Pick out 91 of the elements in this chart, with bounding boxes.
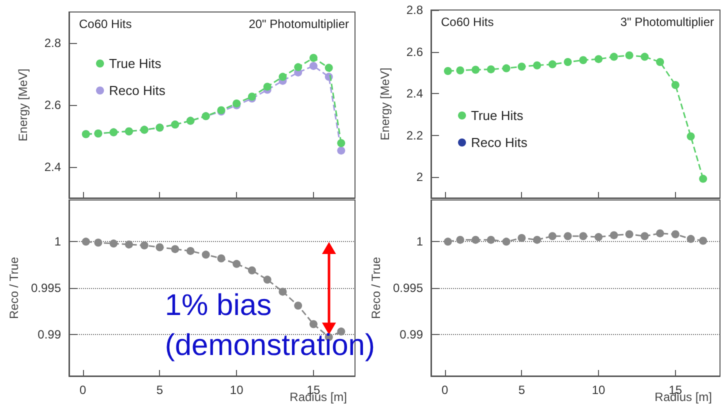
x-tick-label: 10: [230, 383, 244, 397]
x-tick-label: 10: [592, 383, 606, 397]
point: [110, 240, 118, 248]
point: [337, 139, 346, 148]
annotation: Co60 Hits: [441, 15, 494, 29]
y-tick-label: 1: [416, 234, 424, 249]
point: [686, 234, 695, 243]
point: [263, 276, 272, 284]
point: [324, 64, 333, 72]
legend-label: True Hits: [109, 56, 162, 71]
point: [202, 250, 210, 259]
annotation: 3" Photomultiplier: [620, 15, 714, 29]
point: [278, 72, 287, 81]
y-tick-label: 0.99: [38, 327, 62, 342]
point: [472, 236, 480, 244]
y-tick-label: 2.8: [406, 3, 424, 17]
y-axis-title: Reco / True: [7, 256, 22, 320]
legend-label: Reco Hits: [109, 83, 166, 98]
point: [309, 62, 318, 70]
y-tick-label: 2.2: [406, 128, 424, 142]
point: [294, 302, 302, 310]
point: [472, 66, 480, 74]
x-tick-label: 5: [156, 383, 164, 397]
point: [564, 232, 572, 240]
point: [82, 238, 90, 246]
point: [610, 231, 618, 240]
point: [263, 82, 272, 91]
y-tick-label: 2.6: [406, 44, 424, 59]
annotation: Co60 Hits: [79, 17, 132, 31]
point: [456, 66, 464, 74]
point: [548, 232, 556, 240]
y-axis-title: Energy [MeV]: [378, 68, 392, 140]
point: [656, 229, 664, 238]
x-tick-label: 0: [441, 383, 448, 397]
y-tick-label: 0.995: [30, 281, 62, 295]
point: [456, 236, 464, 244]
y-tick-label: 0.99: [400, 327, 424, 342]
point: [248, 266, 256, 274]
point: [518, 62, 526, 71]
y-tick-label: 2: [416, 170, 424, 184]
y-tick-label: 1: [54, 234, 62, 249]
point: [94, 238, 102, 247]
point: [278, 288, 287, 296]
point: [502, 64, 510, 72]
point: [140, 241, 148, 250]
annotation: 20" Photomultiplier: [248, 17, 350, 31]
point: [486, 236, 495, 244]
y-tick-label: 2.8: [44, 36, 62, 50]
point: [444, 238, 452, 246]
point: [124, 240, 133, 248]
point: [502, 238, 510, 246]
point: [564, 58, 572, 66]
point: [625, 51, 634, 60]
point: [217, 254, 226, 262]
y-axis-title: Energy [MeV]: [16, 68, 30, 142]
y-tick-label: 2.4: [44, 160, 62, 174]
point: [640, 52, 649, 61]
point: [610, 52, 618, 61]
point: [533, 61, 542, 70]
point: [594, 55, 603, 64]
point: [533, 236, 542, 244]
point: [486, 65, 495, 74]
point: [548, 60, 556, 68]
point: [579, 232, 588, 240]
point: [699, 174, 708, 183]
point: [518, 234, 526, 242]
point: [699, 236, 708, 245]
point: [444, 66, 452, 75]
point: [594, 233, 603, 242]
legend-label: Reco Hits: [471, 135, 528, 150]
point: [337, 146, 346, 155]
x-tick-label: 0: [79, 383, 86, 397]
y-tick-label: 0.995: [392, 281, 424, 295]
point: [156, 243, 164, 252]
point: [656, 58, 664, 66]
x-tick-label: 5: [518, 383, 526, 397]
point: [579, 56, 588, 64]
point: [294, 63, 302, 72]
y-tick-label: 2.6: [44, 98, 62, 112]
point: [671, 80, 680, 89]
point: [186, 246, 194, 255]
y-tick-label: 2.4: [406, 86, 424, 101]
point: [671, 230, 680, 238]
point: [309, 320, 318, 328]
point: [232, 260, 241, 268]
point: [686, 132, 695, 140]
point: [309, 54, 318, 62]
point: [640, 232, 649, 240]
point: [625, 230, 634, 238]
point: [171, 245, 180, 254]
legend-label: True Hits: [471, 108, 524, 123]
